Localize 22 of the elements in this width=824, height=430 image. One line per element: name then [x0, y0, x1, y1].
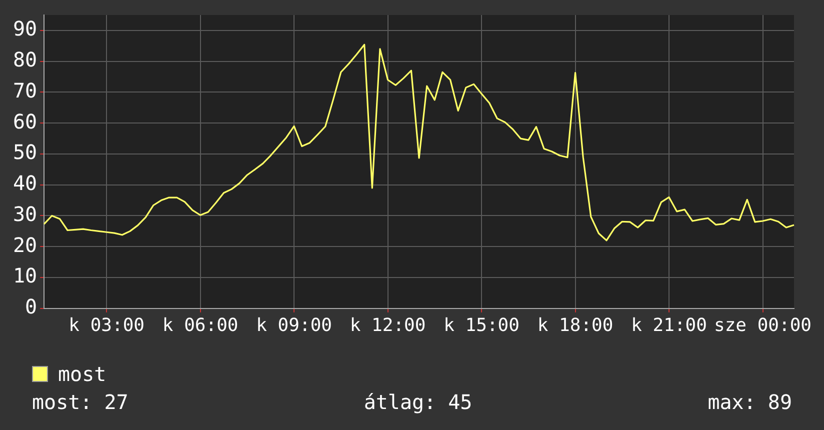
x-tick-label: k 21:00	[631, 314, 707, 336]
y-tick-label: 10	[12, 264, 38, 288]
x-tick-label: k 18:00	[537, 314, 614, 336]
text: max: 89	[708, 390, 792, 414]
y-tick-label: 30	[12, 202, 38, 226]
y-tick-label: 40	[12, 171, 38, 196]
x-tick-label: k 06:00	[162, 314, 238, 336]
x-tick-label: k 15:00	[444, 314, 520, 336]
text: átlag: 45	[364, 390, 472, 414]
y-tick-label: 0	[25, 294, 38, 319]
y-tick-label: 80	[12, 48, 38, 72]
text: most: 27	[32, 390, 128, 414]
y-tick-label: 70	[12, 78, 38, 102]
y-tick-label: 20	[12, 232, 38, 257]
y-tick-label: 50	[12, 140, 38, 164]
y-tick-label: 60	[12, 109, 38, 134]
legend-label: most	[58, 362, 106, 386]
y-tick-label: 90	[12, 16, 38, 41]
x-tick-label: k 12:00	[350, 314, 426, 336]
x-tick-label: k 03:00	[68, 314, 145, 336]
x-tick-label: sze 00:00	[714, 314, 812, 336]
x-tick-label: k 09:00	[256, 314, 332, 336]
